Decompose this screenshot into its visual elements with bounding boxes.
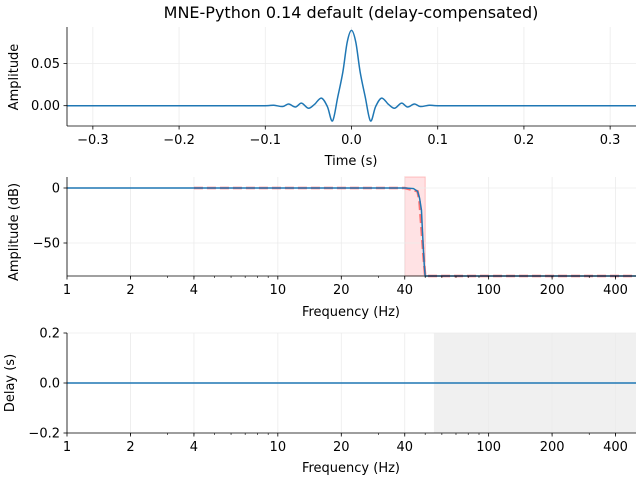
y-tick-label: 0.05 — [31, 57, 60, 72]
x-tick-label: 100 — [476, 440, 501, 455]
x-tick-label: 4 — [190, 283, 198, 298]
x-tick-label: 0.1 — [427, 133, 448, 148]
x-tick-label: −0.2 — [163, 133, 195, 148]
x-tick-label: 400 — [603, 440, 628, 455]
x-tick-label: 1 — [63, 283, 71, 298]
y-tick-label: 0.00 — [31, 99, 60, 114]
x-tick-label: 2 — [126, 283, 134, 298]
x-tick-label: 0.2 — [514, 133, 535, 148]
chart-title: MNE-Python 0.14 default (delay-compensat… — [164, 3, 539, 22]
y-tick-label: 0 — [52, 182, 60, 197]
panel2-xlabel: Frequency (Hz) — [302, 305, 400, 320]
x-tick-label: 20 — [333, 440, 350, 455]
y-tick-label: −50 — [33, 237, 60, 252]
impulse-response-line — [66, 29, 636, 122]
x-tick-label: 0.0 — [341, 133, 362, 148]
magnitude-response-panel: 1 2 4 10 20 40 100 200 400 0 −50 Frequency (Hz) A… — [7, 176, 636, 320]
x-tick-label: 0.3 — [600, 133, 621, 148]
panel2-ylabel: Amplitude (dB) — [7, 183, 22, 281]
panel3-xlabel: Frequency (Hz) — [302, 461, 400, 476]
magnitude-response-line — [67, 187, 636, 277]
x-tick-label: 4 — [190, 440, 198, 455]
y-tick-label: 0.0 — [39, 377, 60, 392]
x-tick-label: 1 — [63, 440, 71, 455]
y-tick-label: 0.2 — [39, 327, 60, 342]
panel1-ylabel: Amplitude — [7, 44, 22, 111]
x-tick-label: 10 — [270, 283, 287, 298]
group-delay-panel: 1 2 4 10 20 40 100 200 400 0.2 0.0 −0.2 Frequency … — [3, 327, 636, 476]
x-tick-label: −0.1 — [249, 133, 281, 148]
x-tick-label: 10 — [270, 440, 287, 455]
x-tick-label: 2 — [126, 440, 134, 455]
x-tick-label: 400 — [603, 283, 628, 298]
x-tick-label: 20 — [333, 283, 350, 298]
x-tick-label: 200 — [540, 440, 565, 455]
impulse-response-panel: −0.3 −0.2 −0.1 0.0 0.1 0.2 0.3 0.00 0.05 MNE-Py… — [7, 3, 636, 169]
x-tick-label: 200 — [540, 283, 565, 298]
panel1-xlabel: Time (s) — [324, 154, 378, 169]
x-tick-label: 40 — [396, 440, 413, 455]
x-tick-label: 40 — [396, 283, 413, 298]
y-tick-label: −0.2 — [28, 427, 60, 442]
x-tick-label: −0.3 — [77, 133, 109, 148]
panel3-ylabel: Delay (s) — [3, 354, 18, 412]
x-tick-label: 100 — [476, 283, 501, 298]
